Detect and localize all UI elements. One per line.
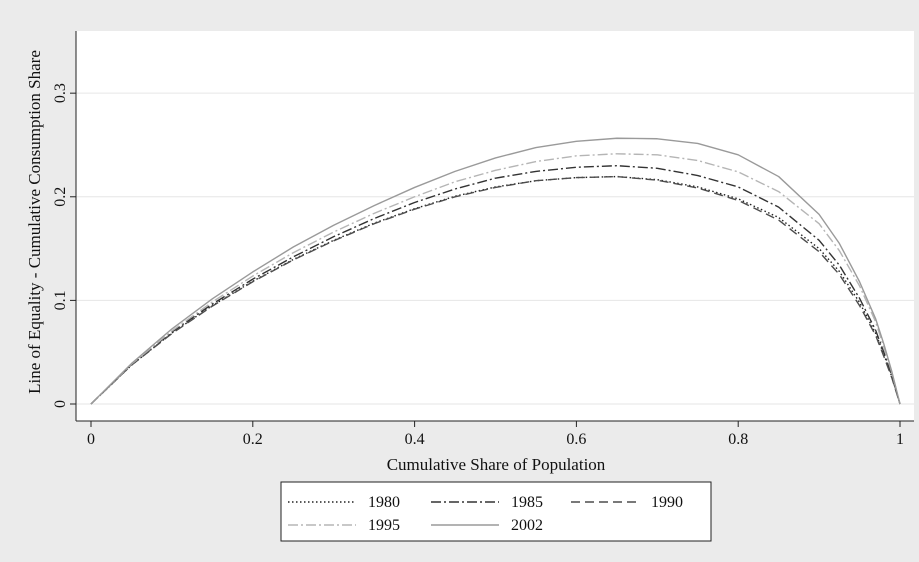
legend-box [280, 481, 712, 542]
axes [75, 31, 914, 422]
series-line-1985 [90, 164, 901, 405]
x-tick-label: 1 [896, 431, 904, 448]
legend-label-1980: 1980 [368, 494, 400, 511]
legend-label-1990: 1990 [651, 494, 683, 511]
x-tick-label: 0.4 [405, 431, 425, 448]
series-lines [90, 137, 901, 405]
plot-area [76, 31, 914, 421]
x-tick-label: 0.2 [243, 431, 263, 448]
legend-label-1995: 1995 [368, 517, 400, 534]
y-axis-label: Line of Equality - Cumulative Consumptio… [25, 50, 44, 394]
y-axis-ticks: 0 0.1 0.2 0.3 [52, 83, 76, 408]
series-line-1990 [90, 175, 901, 405]
legend: 1980 1985 1990 1995 2002 [288, 494, 683, 534]
y-tick-label: 0.1 [52, 290, 69, 310]
y-tick-label: 0 [52, 400, 69, 408]
legend-label-1985: 1985 [511, 494, 543, 511]
y-tick-label: 0.2 [52, 187, 69, 207]
legend-label-2002: 2002 [511, 517, 543, 534]
series-line-2002 [90, 137, 901, 405]
x-tick-label: 0.6 [566, 431, 586, 448]
x-axis-ticks: 0 0.2 0.4 0.6 0.8 1 [87, 421, 904, 448]
y-tick-label: 0.3 [52, 83, 69, 103]
series-line-1995 [90, 153, 901, 405]
x-tick-label: 0 [87, 431, 95, 448]
x-axis-label: Cumulative Share of Population [387, 455, 606, 474]
x-tick-label: 0.8 [728, 431, 748, 448]
